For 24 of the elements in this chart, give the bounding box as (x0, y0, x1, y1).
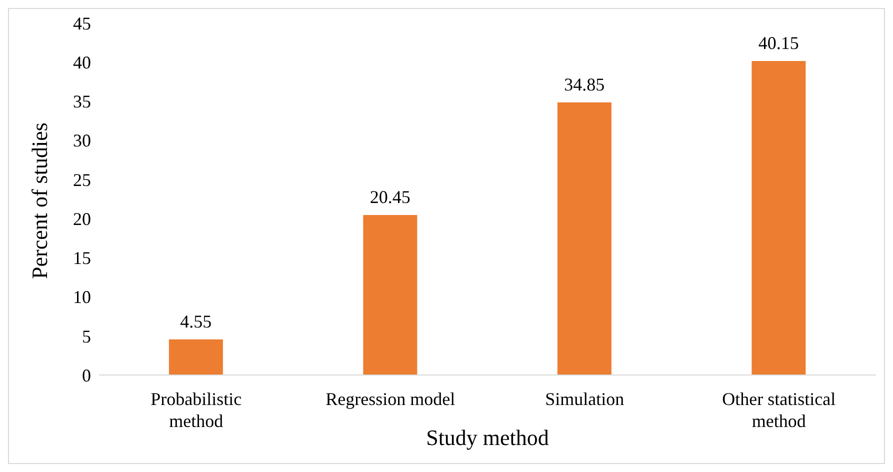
bar (557, 102, 612, 375)
y-tick-label: 10 (73, 287, 91, 308)
y-tick-label: 40 (73, 52, 91, 72)
y-tick-label: 20 (73, 208, 91, 229)
y-tick-label: 25 (73, 170, 91, 190)
y-tick-label: 0 (82, 365, 91, 386)
y-tick-label: 5 (82, 326, 91, 346)
x-axis-title: Study method (426, 425, 549, 450)
y-axis-title: Percent of studies (26, 122, 52, 279)
bar (752, 60, 806, 375)
y-tick-label: 15 (73, 248, 91, 268)
x-tick-label: Simulation (545, 389, 624, 409)
x-tick-label: Regression model (326, 389, 456, 409)
y-tick-label: 35 (73, 92, 91, 112)
y-tick-label: 30 (73, 130, 91, 151)
data-label: 34.85 (564, 74, 605, 94)
x-tick-label: Probabilistic method (150, 389, 242, 431)
data-label: 20.45 (370, 187, 410, 208)
y-tick-label: 45 (73, 13, 91, 34)
bar (363, 215, 418, 375)
data-label: 40.15 (758, 32, 799, 53)
x-tick-label: Other statistical method (722, 389, 836, 431)
data-label: 4.55 (180, 311, 212, 332)
bar (168, 339, 223, 375)
